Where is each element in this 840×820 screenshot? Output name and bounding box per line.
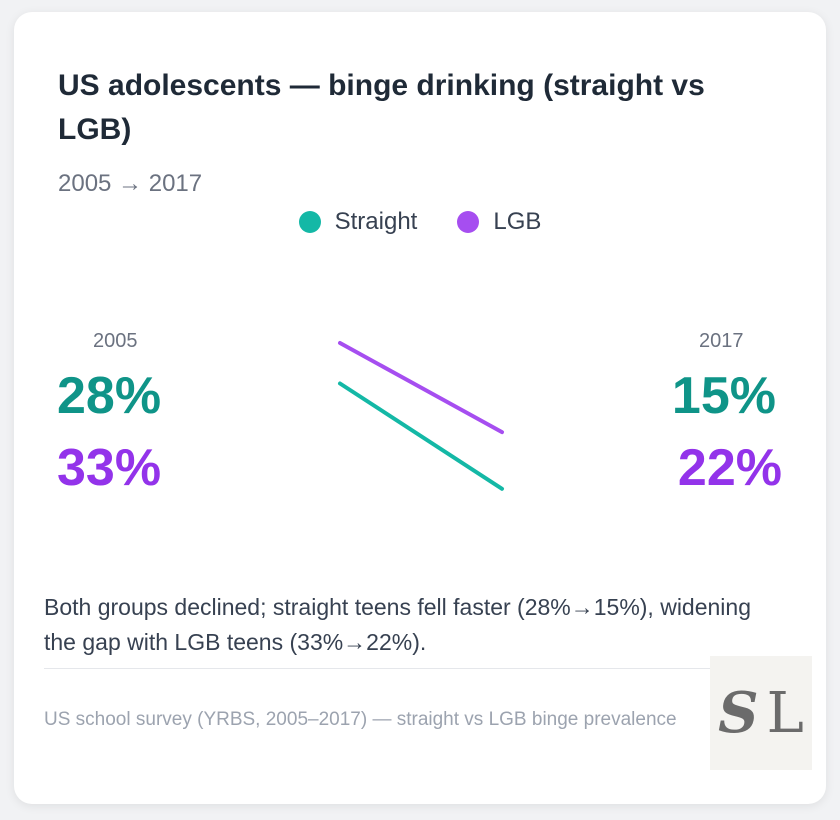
value-lgb-start: 33% <box>57 439 162 497</box>
legend-dot-straight-icon <box>298 211 321 233</box>
legend-item-straight: Straight <box>298 208 418 236</box>
slope-line-straight <box>338 381 504 491</box>
source-note: US school survey (YRBS, 2005–2017) — str… <box>44 709 677 730</box>
chart-card: US adolescents — binge drinking (straigh… <box>14 12 826 804</box>
value-straight-end: 15% <box>671 367 776 425</box>
legend: Straight LGB <box>0 208 840 236</box>
chart-title: US adolescents — binge drinking (straigh… <box>58 69 705 146</box>
value-lgb-end: 22% <box>677 439 782 497</box>
legend-label-lgb: LGB <box>493 208 542 235</box>
legend-item-lgb: LGB <box>457 208 541 236</box>
legend-label-straight: Straight <box>334 208 418 235</box>
value-straight-start: 28% <box>57 367 162 425</box>
slope-line-lgb <box>338 341 504 435</box>
year-label-start: 2005 <box>93 330 138 352</box>
summary-note: Both groups declined; straight teens fel… <box>44 594 752 655</box>
year-label-end: 2017 <box>699 330 744 352</box>
legend-dot-lgb-icon <box>457 211 480 233</box>
chart-subtitle: 2005 → 2017 <box>58 170 203 197</box>
divider <box>44 668 796 669</box>
